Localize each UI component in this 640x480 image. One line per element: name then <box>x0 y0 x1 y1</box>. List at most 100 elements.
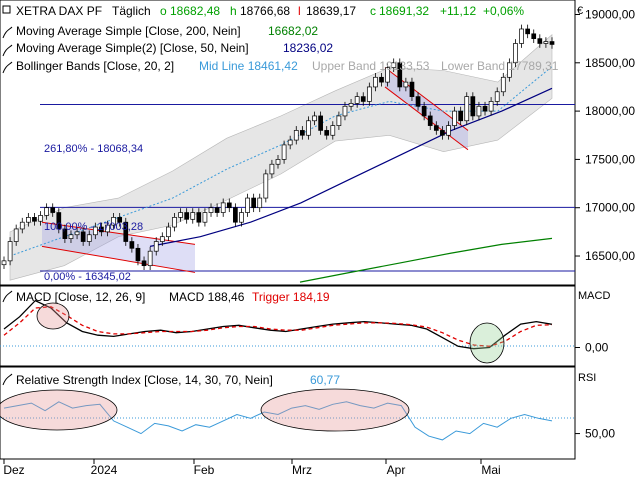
candle-body <box>543 41 549 44</box>
candle-body <box>342 105 348 117</box>
macd-legend-icon <box>2 290 13 303</box>
candle-body <box>32 217 37 222</box>
candle-body <box>464 96 470 122</box>
legend-sma50-icon <box>2 44 13 57</box>
candle-body <box>293 130 299 141</box>
candle-body <box>172 217 177 228</box>
macd-axis-label: MACD <box>578 290 610 302</box>
candle-body <box>141 260 147 267</box>
price-y-axis: 16500,00 17000,00 17500,00 18000,00 18500,00… <box>575 7 635 263</box>
candle-body <box>354 96 360 104</box>
rsi-line <box>3 401 553 441</box>
candle-body <box>214 207 220 213</box>
candle-body <box>26 217 31 223</box>
candle-body <box>263 173 269 199</box>
x-tick-label: Dez <box>3 463 24 477</box>
bollinger-band-area <box>9 34 553 281</box>
header: XETRA DAX PF Täglich o 18682,48 h 18766,… <box>2 4 524 18</box>
candle-body <box>366 86 372 102</box>
candle-body <box>507 62 512 78</box>
candle-body <box>56 212 62 230</box>
trigger-value: Trigger 184,19 <box>252 290 330 304</box>
candle-body <box>446 125 451 136</box>
x-tick-label: Feb <box>194 463 215 477</box>
header-open-label: o <box>160 4 167 18</box>
channel-lower-line <box>384 86 469 151</box>
candle-body <box>537 38 543 44</box>
candle-body <box>549 41 555 45</box>
candle-body <box>178 212 183 218</box>
macd-buy-highlight <box>469 322 505 364</box>
candle-body <box>397 62 403 88</box>
header-low-label: l <box>298 4 301 18</box>
candle-body <box>500 76 506 93</box>
header-change: +11,12 <box>440 4 476 18</box>
candle-body <box>99 226 104 233</box>
candle-body <box>166 226 171 238</box>
x-axis: Dez 2024 Feb Mrz Apr Mai <box>3 459 501 477</box>
candles <box>1 24 555 271</box>
price-tick-label: 18000,00 <box>585 104 635 118</box>
candle-body <box>427 115 433 126</box>
currency-symbol: € <box>577 5 583 17</box>
candle-body <box>123 221 129 242</box>
candle-body <box>184 212 190 220</box>
candle-body <box>257 197 263 209</box>
candle-body <box>318 115 323 131</box>
legend-bollinger-upper: Upper Band 19133,53 <box>312 59 430 73</box>
candle-body <box>13 228 19 242</box>
candle-body <box>105 224 110 233</box>
candle-body <box>220 202 226 213</box>
header-interval: Täglich <box>112 4 151 18</box>
candle-body <box>300 130 305 136</box>
candle-body <box>7 241 13 262</box>
legend: Moving Average Simple [Close, 200, Nein]… <box>2 24 559 74</box>
candle-body <box>531 33 537 39</box>
candle-body <box>62 228 68 239</box>
macd-tick-label: 0,00 <box>585 341 609 355</box>
candle-body <box>379 76 384 83</box>
channel-lower-line <box>41 245 196 273</box>
candle-body <box>202 212 208 223</box>
x-tick-label: 2024 <box>91 463 118 477</box>
legend-bollinger-lower: Lower Band 17789,31 <box>441 59 559 73</box>
candle-body <box>433 125 439 131</box>
candle-body <box>281 144 287 160</box>
candle-body <box>452 110 457 126</box>
macd-title: MACD [Close, 12, 26, 9] <box>16 290 145 304</box>
fib-100-label: 100,00% - 17003,28 <box>44 221 143 233</box>
legend-bollinger-label: Bollinger Bands [Close, 20, 2] <box>16 59 174 73</box>
candle-body <box>1 260 7 266</box>
macd-value: MACD 188,46 <box>169 290 245 304</box>
x-tick-label: Mai <box>481 463 500 477</box>
rsi-title: Relative Strength Index [Close, 14, 30, … <box>16 373 273 387</box>
candle-body <box>68 234 74 239</box>
fib-0-label: 0,00% - 16345,02 <box>44 271 131 283</box>
price-tick-label: 17000,00 <box>585 201 635 215</box>
sma200-line <box>299 237 553 283</box>
price-panel-frame <box>0 0 576 286</box>
candle-body <box>306 120 311 136</box>
header-close-label: c <box>370 4 376 18</box>
rsi-value: 60,77 <box>310 373 340 387</box>
channel-upper-line <box>41 221 196 245</box>
rsi-axis-label: RSI <box>578 372 596 384</box>
legend-sma50-label: Moving Average Simple(2) [Close, 50, Nei… <box>16 41 249 55</box>
candle-body <box>153 241 159 252</box>
legend-sma200-value: 16682,02 <box>268 24 318 38</box>
candle-body <box>458 110 464 122</box>
candle-body <box>287 139 293 146</box>
candle-body <box>226 202 232 209</box>
candle-body <box>117 217 123 223</box>
header-change-pct: +0,06% <box>483 4 524 18</box>
legend-bollinger-icon <box>2 61 13 74</box>
rsi-legend-icon <box>2 373 13 386</box>
candle-body <box>50 207 56 213</box>
macd-sell-highlight <box>36 302 70 330</box>
candle-body <box>251 197 256 209</box>
price-tick-label: 17500,00 <box>585 152 635 166</box>
header-symbol: XETRA DAX PF <box>16 4 102 18</box>
rsi-overbought-highlight-1 <box>0 389 118 431</box>
candle-body <box>470 96 476 117</box>
